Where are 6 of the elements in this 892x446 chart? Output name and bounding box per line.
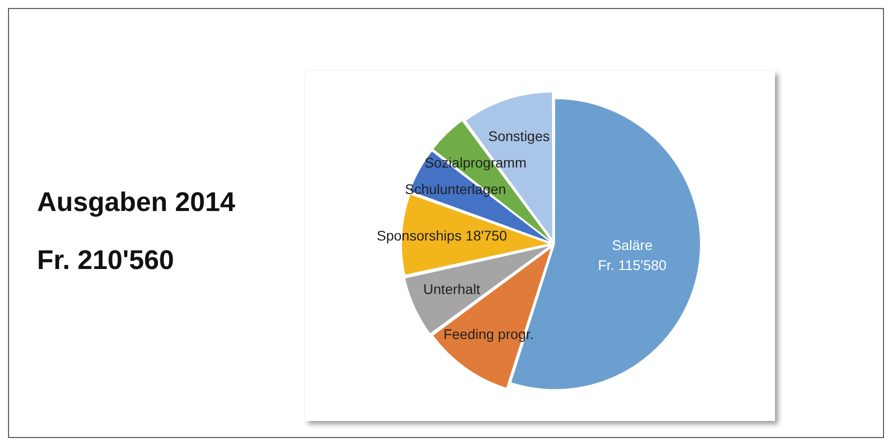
slice-label: Sonstiges bbox=[488, 128, 550, 144]
text: Fr. 210'560 bbox=[37, 245, 174, 276]
slice-label: Unterhalt bbox=[423, 281, 480, 298]
text: Ausgaben 2014 bbox=[37, 187, 236, 218]
slice-label: Saläre bbox=[612, 236, 653, 253]
data-label: Fr. 115'580 bbox=[598, 256, 667, 273]
